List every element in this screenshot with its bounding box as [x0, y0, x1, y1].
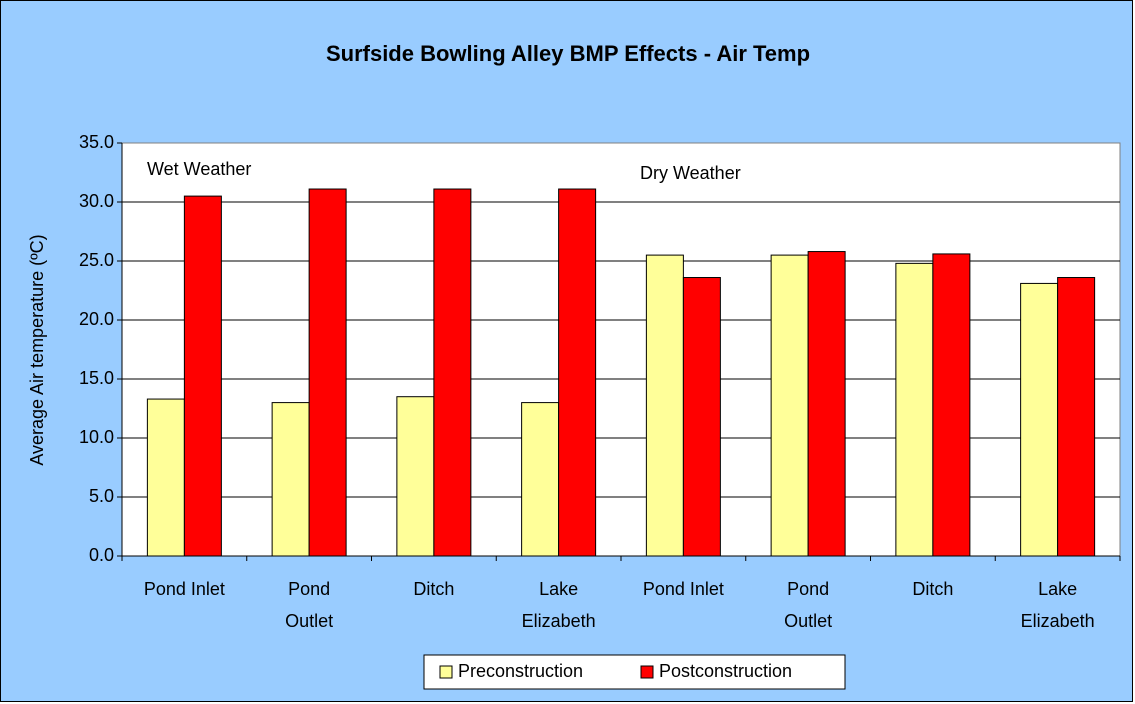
x-tick-label: Ditch: [413, 579, 454, 599]
y-tick-label: 30.0: [79, 191, 114, 211]
y-tick-label: 10.0: [79, 427, 114, 447]
bar: [308, 188, 347, 557]
x-tick-label: Pond Outlet: [285, 579, 333, 631]
bar: [895, 262, 934, 557]
chart-title: Surfside Bowling Alley BMP Effects - Air…: [326, 41, 810, 66]
bar: [433, 188, 472, 557]
legend-swatch: [439, 665, 453, 679]
legend: [423, 654, 846, 690]
x-tick-label: Lake Elizabeth: [1021, 579, 1095, 631]
annotation: Wet Weather: [147, 159, 251, 179]
bar: [932, 253, 971, 557]
y-tick-label: 0.0: [89, 545, 114, 565]
bar: [1020, 282, 1059, 557]
legend-label: Preconstruction: [458, 661, 583, 681]
y-axis-label: Average Air temperature (ºC): [27, 234, 47, 465]
bar: [146, 398, 185, 557]
legend-swatch: [640, 665, 654, 679]
x-tick-label: Pond Inlet: [144, 579, 225, 599]
bar: [770, 254, 809, 557]
x-tick-label: Pond Outlet: [784, 579, 832, 631]
bar: [183, 195, 222, 557]
y-tick-label: 20.0: [79, 309, 114, 329]
bar: [521, 402, 560, 557]
bar: [271, 402, 310, 557]
bar: [396, 396, 435, 557]
y-tick-label: 5.0: [89, 486, 114, 506]
bar: [807, 251, 846, 557]
y-tick-label: 15.0: [79, 368, 114, 388]
annotation: Dry Weather: [640, 163, 741, 183]
y-tick-label: 25.0: [79, 250, 114, 270]
x-tick-label: Ditch: [912, 579, 953, 599]
x-tick-label: Pond Inlet: [643, 579, 724, 599]
legend-label: Postconstruction: [659, 661, 792, 681]
x-tick-label: Lake Elizabeth: [522, 579, 596, 631]
y-tick-label: 35.0: [79, 132, 114, 152]
bar: [645, 254, 684, 557]
bar: [1057, 277, 1096, 557]
bar: [558, 188, 597, 557]
bar: [682, 277, 721, 557]
